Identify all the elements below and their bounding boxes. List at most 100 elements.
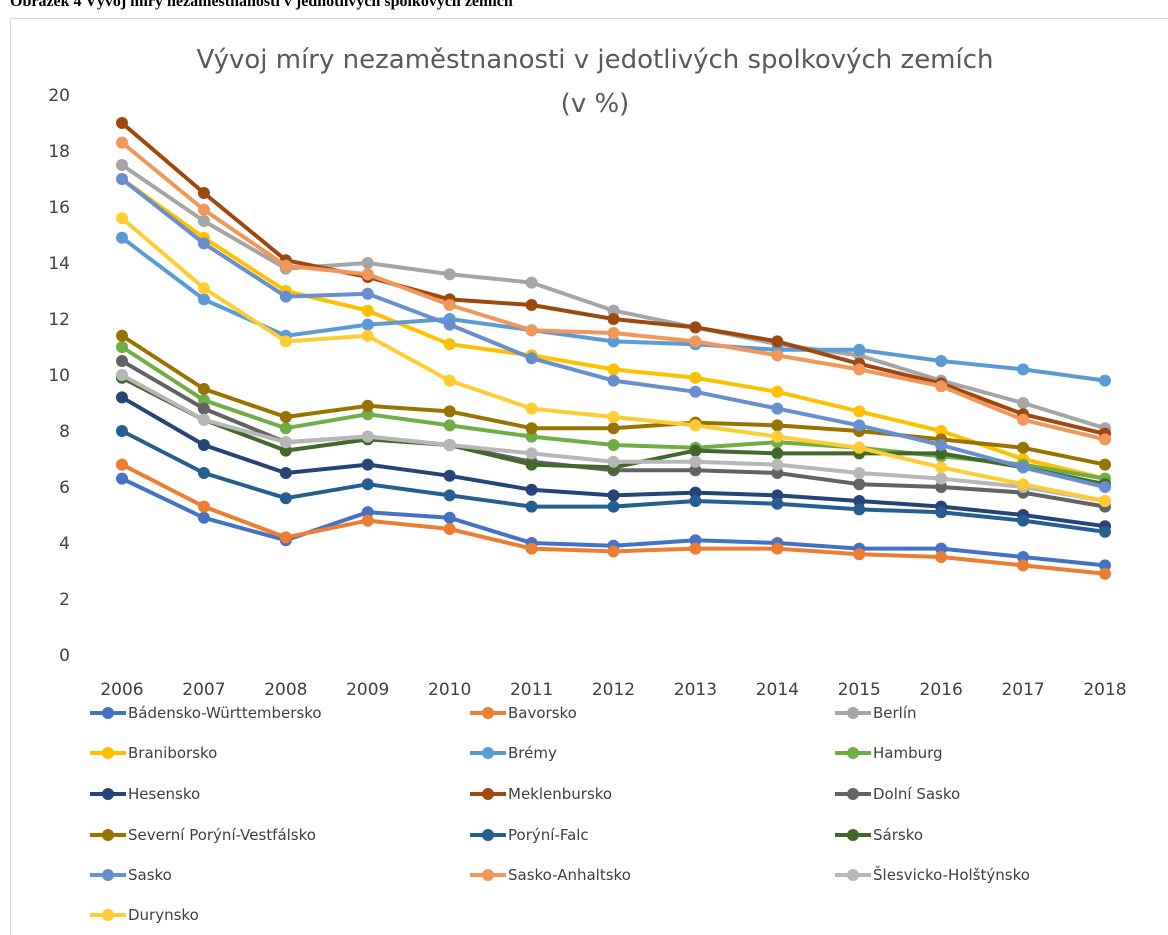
data-point <box>197 402 210 415</box>
legend-marker <box>482 707 494 719</box>
legend-label: Brémy <box>508 744 557 762</box>
data-point <box>443 439 456 451</box>
data-point <box>443 511 456 524</box>
y-tick-label: 6 <box>59 478 70 498</box>
chart-title: Vývoj míry nezaměstnanosti v jedotlivých… <box>196 45 993 75</box>
data-point <box>279 492 292 505</box>
data-point <box>771 467 784 479</box>
data-point <box>525 276 538 289</box>
data-point <box>935 425 948 437</box>
series <box>116 136 1111 446</box>
data-point <box>443 374 456 387</box>
data-point <box>935 355 948 367</box>
data-point <box>197 187 210 199</box>
legend-label: Šlesvicko-Holštýnsko <box>873 865 1030 884</box>
data-point <box>935 472 948 485</box>
data-point <box>771 458 784 471</box>
data-point <box>771 419 784 432</box>
legend-label: Sársko <box>873 826 923 844</box>
legend-marker <box>482 747 494 759</box>
data-point <box>279 411 292 423</box>
data-point <box>197 203 210 216</box>
data-point <box>1017 397 1030 409</box>
series <box>116 458 1111 580</box>
x-tick-label: 2014 <box>756 680 799 700</box>
data-point <box>361 458 374 471</box>
data-point <box>853 503 866 516</box>
data-point <box>525 402 538 415</box>
data-point <box>197 394 210 407</box>
y-tick-label: 14 <box>48 254 70 274</box>
data-point <box>525 422 538 435</box>
data-point <box>607 455 620 468</box>
data-point <box>443 268 456 281</box>
chart-title: (v %) <box>561 89 630 119</box>
data-point <box>771 542 784 555</box>
legend-marker <box>102 707 114 719</box>
legend-label: Severní Porýní-Vestfálsko <box>128 826 316 844</box>
data-point <box>116 472 128 485</box>
data-point <box>361 304 374 317</box>
x-tick-label: 2016 <box>920 680 963 700</box>
x-tick-label: 2017 <box>1001 680 1044 700</box>
legend-marker <box>482 829 494 841</box>
data-point <box>361 514 374 527</box>
legend-marker <box>102 869 114 881</box>
y-tick-label: 8 <box>59 422 70 442</box>
data-point <box>1099 559 1111 572</box>
data-point <box>197 282 210 295</box>
data-point <box>1017 363 1030 376</box>
data-point <box>1099 495 1111 507</box>
x-tick-label: 2015 <box>838 680 881 700</box>
data-point <box>525 542 538 555</box>
data-point <box>443 489 456 502</box>
data-point <box>771 430 784 443</box>
data-point <box>197 511 210 524</box>
y-tick-label: 2 <box>59 590 70 610</box>
data-point <box>525 458 538 471</box>
y-tick-label: 20 <box>48 86 70 106</box>
data-point <box>689 534 702 547</box>
data-point <box>771 335 784 348</box>
data-point <box>1017 551 1030 563</box>
y-tick-label: 16 <box>48 198 70 218</box>
data-point <box>197 237 210 250</box>
data-point <box>1099 433 1111 446</box>
data-point <box>443 299 456 311</box>
data-point <box>361 257 374 269</box>
legend-marker <box>102 747 114 759</box>
data-point <box>361 318 374 331</box>
data-point <box>116 212 128 225</box>
data-point <box>607 545 620 558</box>
data-point <box>853 405 866 418</box>
legend-marker <box>102 829 114 841</box>
data-point <box>279 290 292 303</box>
data-point <box>525 447 538 460</box>
x-tick-label: 2013 <box>674 680 717 700</box>
data-point <box>689 486 702 499</box>
data-point <box>361 408 374 421</box>
data-point <box>1099 567 1111 580</box>
data-point <box>525 352 538 365</box>
data-point <box>607 411 620 423</box>
legend-label: Dolní Sasko <box>873 785 960 803</box>
x-tick-label: 2010 <box>428 680 471 700</box>
data-point <box>443 405 456 418</box>
legend-label: Sasko-Anhaltsko <box>508 866 631 884</box>
y-tick-label: 4 <box>59 534 70 554</box>
data-point <box>853 363 866 376</box>
data-point <box>197 467 210 479</box>
data-point <box>197 215 210 227</box>
data-point <box>771 489 784 502</box>
x-tick-label: 2009 <box>346 680 389 700</box>
series-line <box>120 141 1106 442</box>
data-point <box>607 500 620 513</box>
legend-marker <box>102 909 114 921</box>
data-point <box>771 402 784 415</box>
data-point <box>689 419 702 432</box>
data-point <box>279 422 292 435</box>
data-point <box>607 335 620 348</box>
legend-label: Durynsko <box>128 906 199 924</box>
data-point <box>771 497 784 510</box>
